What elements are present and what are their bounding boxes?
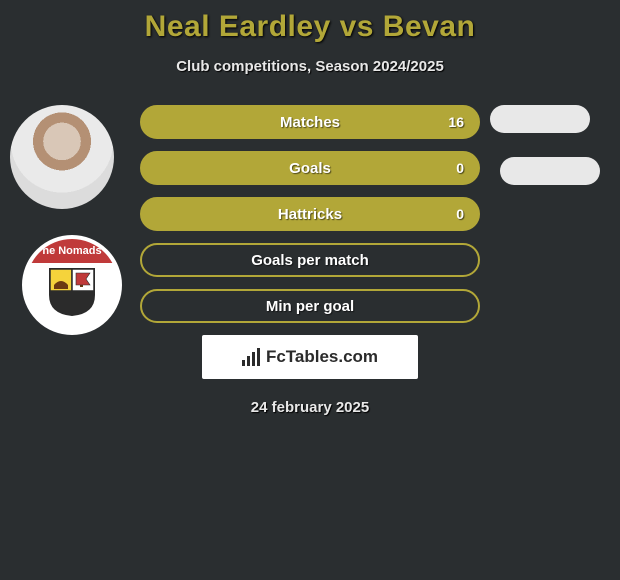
bars-icon [242, 348, 260, 366]
stat-value: 16 [448, 114, 464, 130]
player-avatar [10, 105, 114, 209]
logo-text: FcTables.com [266, 347, 378, 367]
crest-shield-icon [46, 265, 98, 317]
opponent-pill [500, 157, 600, 185]
avatar-column: he Nomads [8, 105, 118, 335]
stat-label: Min per goal [142, 298, 478, 315]
stat-row-hattricks: Hattricks 0 [140, 197, 480, 231]
stat-label: Goals per match [142, 252, 478, 269]
stat-value: 0 [456, 160, 464, 176]
page-title: Neal Eardley vs Bevan [0, 0, 620, 44]
source-logo: FcTables.com [202, 335, 418, 379]
subtitle: Club competitions, Season 2024/2025 [0, 58, 620, 75]
stat-row-min-per-goal: Min per goal [140, 289, 480, 323]
stat-row-goals-per-match: Goals per match [140, 243, 480, 277]
club-crest: he Nomads [22, 235, 122, 335]
comparison-panel: he Nomads Matches 16 Goals 0 Hattricks 0 [0, 105, 620, 323]
opponent-pill [490, 105, 590, 133]
stat-row-goals: Goals 0 [140, 151, 480, 185]
date-label: 24 february 2025 [0, 399, 620, 416]
stat-label: Goals [142, 160, 478, 177]
crest-banner: he Nomads [26, 239, 118, 263]
stat-rows: Matches 16 Goals 0 Hattricks 0 Goals per… [140, 105, 480, 323]
stat-value: 0 [456, 206, 464, 222]
stat-label: Hattricks [142, 206, 478, 223]
stat-label: Matches [142, 114, 478, 131]
stat-row-matches: Matches 16 [140, 105, 480, 139]
opponent-column [490, 105, 600, 209]
